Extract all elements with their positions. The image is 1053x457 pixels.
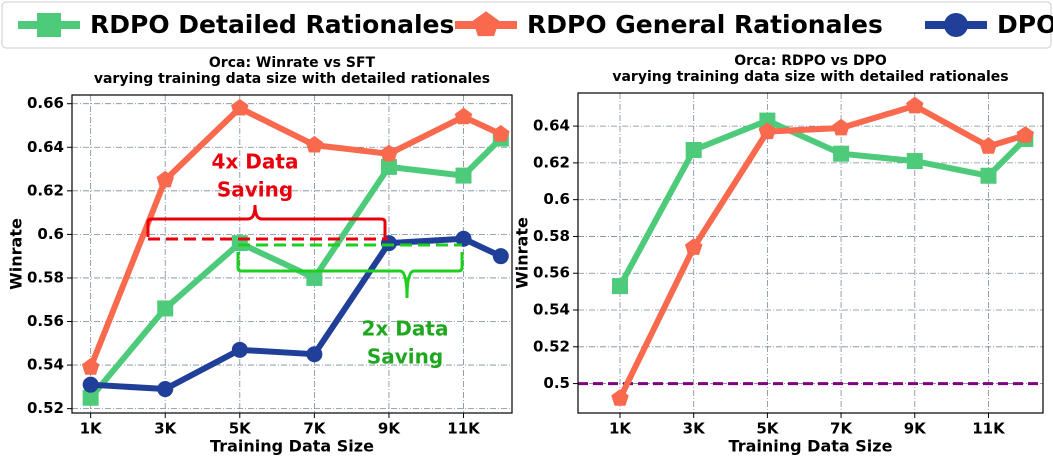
chart-subtitle: varying training data size with detailed… [94,71,490,87]
x-tick-label: 1K [80,420,103,438]
x-tick-label: 1K [609,420,632,438]
chart-title: Orca: RDPO vs DPO [734,53,887,69]
marker [906,96,924,114]
green-brace [236,252,464,299]
x-tick-label: 11K [447,420,481,438]
y-tick-label: 0.64 [533,117,570,135]
marker [833,145,850,162]
x-tick-label: 9K [378,420,401,438]
marker [944,13,968,37]
plot-frame [71,94,513,414]
y-tick-label: 0.66 [27,94,64,112]
x-tick-label: 3K [154,420,177,438]
marker [684,238,703,255]
y-tick-label: 0.5 [543,374,570,392]
y-tick-label: 0.6 [543,190,570,208]
marker [231,98,249,116]
x-axis-label: Training Data Size [729,437,893,456]
y-tick-label: 0.62 [27,181,64,199]
marker [157,300,174,317]
y-tick-label: 0.58 [533,227,570,245]
annotation: 2x Data [362,317,449,341]
marker [454,107,473,125]
marker [758,122,777,140]
x-tick-label: 9K [904,420,927,438]
marker [305,135,324,153]
marker [611,389,629,406]
x-tick-label: 7K [303,420,326,438]
marker [472,11,500,37]
marker [1016,126,1035,143]
red-brace [146,204,387,237]
annotation-shapes [146,204,464,299]
y-tick-label: 0.56 [27,312,64,330]
plot-frame [577,92,1044,414]
marker [759,112,776,129]
marker [980,167,997,184]
marker [455,230,472,247]
marker [492,125,510,142]
legend-label: RDPO Detailed Rationales [90,10,454,39]
marker [492,248,509,265]
legend: RDPO Detailed Rationales RDPO General Rat… [18,10,1053,39]
x-tick-label: 11K [972,420,1006,438]
y-tick-label: 0.6 [37,225,64,243]
chart-title: Orca: Winrate vs SFT [209,55,376,71]
marker [906,153,923,170]
marker [306,269,323,286]
marker [231,341,248,358]
y-tick-label: 0.52 [27,399,64,417]
marker [685,142,702,159]
series-line [617,102,1027,400]
y-axis-label: Winrate [7,218,26,290]
y-tick-label: 0.56 [533,264,570,282]
marker [81,358,100,375]
marker [157,381,174,398]
y-tick-label: 0.64 [27,138,64,156]
y-tick-label: 0.52 [533,337,570,355]
y-axis-label: Winrate [513,217,532,289]
marker [455,167,472,184]
legend-label: DPO [997,10,1053,39]
marker [380,158,397,175]
series-line [617,117,1028,288]
marker [306,346,323,363]
annotation: 4x Data [212,150,299,174]
annotation: Saving [217,178,293,202]
x-tick-label: 5K [229,420,252,438]
x-tick-label: 3K [683,420,706,438]
y-tick-label: 0.54 [533,301,570,319]
marker [156,170,174,188]
chart-subtitle: varying training data size with detailed… [612,69,1008,85]
x-axis-label: Training Data Size [210,437,374,456]
marker [37,13,61,37]
marker [380,144,398,162]
y-tick-label: 0.54 [27,356,64,374]
annotation: Saving [367,345,443,369]
marker [612,278,629,295]
marker [832,118,850,136]
y-tick-label: 0.58 [27,268,64,286]
x-tick-label: 5K [756,420,779,438]
marker [82,389,99,406]
legend-box [1,1,1052,49]
y-tick-label: 0.62 [533,153,570,171]
legend-label: RDPO General Rationales [527,10,883,39]
marker [82,376,99,393]
x-tick-label: 7K [830,420,853,438]
marker [979,137,998,154]
